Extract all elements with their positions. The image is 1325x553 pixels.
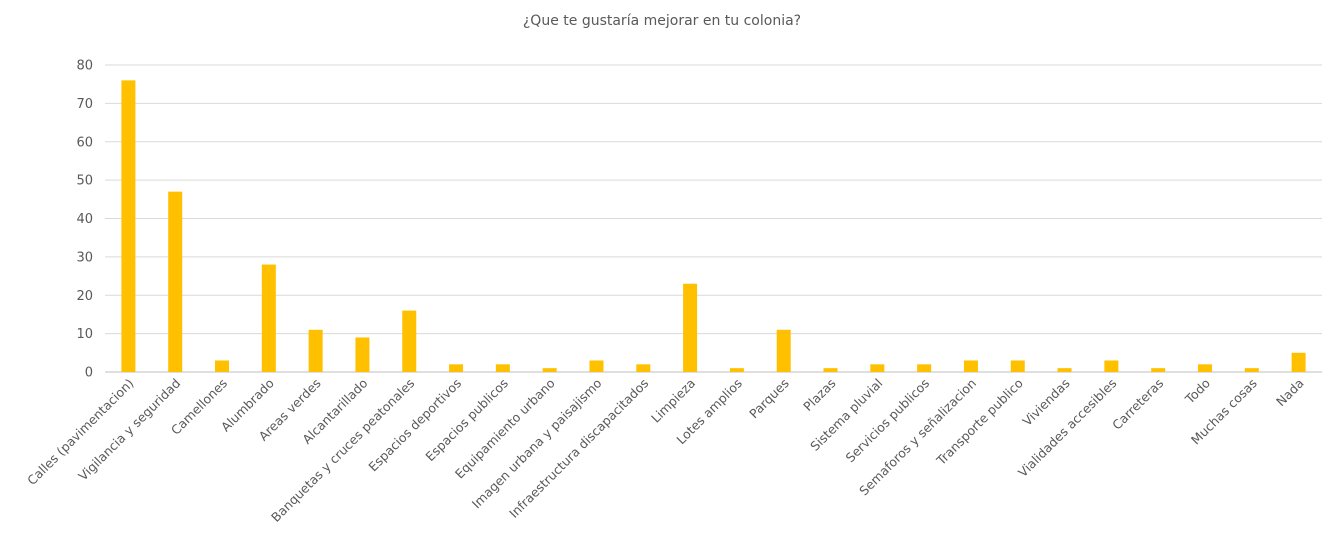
bar: [542, 368, 557, 372]
bar: [308, 329, 323, 372]
bar: [1151, 368, 1166, 372]
bar: [215, 360, 230, 372]
x-tick-label: Espacios deportivos: [365, 376, 464, 475]
x-axis-category-labels: Calles (pavimentacion)Vigilancia y segur…: [24, 376, 1307, 525]
bar: [495, 364, 510, 372]
bar: [729, 368, 744, 372]
x-tick-label: Todo: [1181, 376, 1213, 408]
y-tick-label: 40: [76, 212, 93, 227]
y-tick-label: 0: [85, 366, 93, 381]
x-tick-label: Transporte publico: [933, 376, 1026, 469]
x-tick-label: Carreteras: [1109, 376, 1166, 433]
y-axis-tick-labels: 0 10 20 30 40 50 60 70 80: [76, 59, 93, 381]
bar: [1291, 352, 1306, 372]
bar: [1244, 368, 1259, 372]
bar: [870, 364, 885, 372]
bar: [1197, 364, 1212, 372]
y-tick-label: 60: [76, 135, 93, 150]
chart-title: ¿Que te gustaría mejorar en tu colonia?: [523, 13, 801, 29]
x-tick-label: Nada: [1273, 376, 1307, 410]
bar: [589, 360, 604, 372]
x-tick-label: Plazas: [800, 376, 838, 414]
bar: [823, 368, 838, 372]
bar: [776, 329, 791, 372]
bar: [636, 364, 651, 372]
gridlines: [105, 64, 1322, 373]
bar: [121, 80, 136, 372]
y-tick-label: 10: [76, 327, 93, 342]
x-tick-label: Servicios publicos: [843, 376, 933, 466]
x-tick-label: Parques: [746, 376, 792, 422]
bar: [261, 264, 276, 372]
y-tick-label: 20: [76, 289, 93, 304]
y-tick-label: 50: [76, 174, 93, 189]
bar: [917, 364, 932, 372]
bar: [1104, 360, 1119, 372]
x-tick-label: Espacios publicos: [422, 376, 511, 465]
bar: [1010, 360, 1025, 372]
bar: [402, 310, 417, 372]
y-tick-label: 80: [76, 59, 93, 74]
bar: [355, 337, 370, 372]
bar: [683, 283, 698, 372]
bar: [168, 191, 183, 372]
bar: [963, 360, 978, 372]
y-tick-label: 70: [76, 97, 93, 112]
y-tick-label: 30: [76, 250, 93, 265]
bar: [449, 364, 464, 372]
bars: [121, 80, 1306, 372]
bar: [1057, 368, 1072, 372]
